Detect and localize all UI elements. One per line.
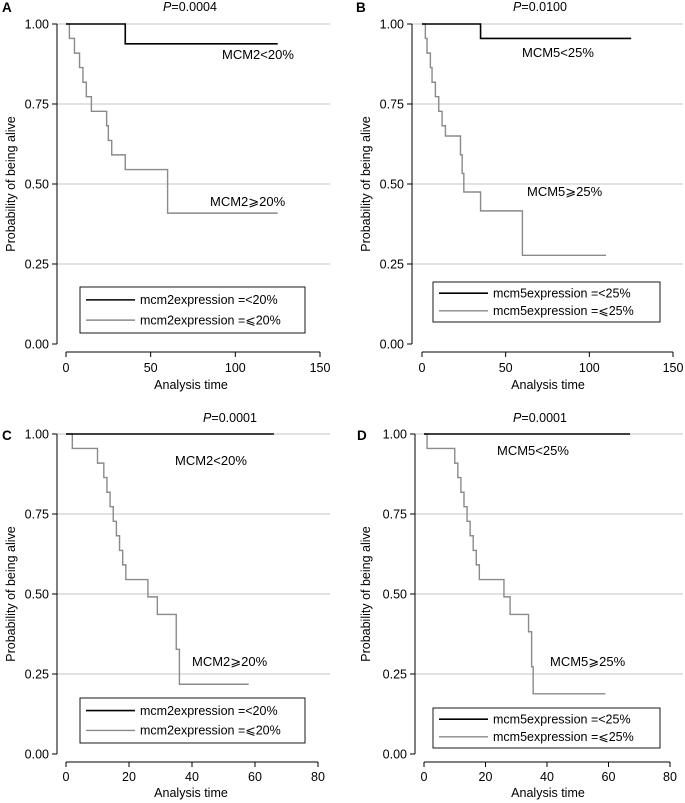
y-tick-label: 0.50 — [380, 178, 404, 192]
p-symbol: P — [513, 0, 522, 14]
curve-label-low: MCM2<20% — [222, 47, 294, 62]
panel-b: 0.00 0.25 0.50 0.75 1.00 0 50 100 150 Analysis ti… — [356, 0, 683, 392]
legend: mcm5expression =<25% mcm5expression =⩽25% — [432, 707, 661, 749]
x-tick-label: 80 — [311, 770, 325, 784]
legend-box — [432, 707, 661, 749]
y-axis-title: Probability of being alive — [4, 526, 18, 662]
survival-curve-high — [66, 23, 278, 214]
legend-label-high: mcm2expression =⩽20% — [140, 313, 281, 327]
curve-label-high: MCM2⩾20% — [192, 654, 268, 669]
legend-label-low: mcm5expression =<25% — [493, 713, 631, 727]
x-tick-label: 20 — [122, 770, 136, 784]
x-tick-label: 40 — [540, 770, 554, 784]
y-tick-label: 0.25 — [380, 258, 404, 272]
x-axis-title: Analysis time — [154, 786, 228, 800]
survival-curve-high — [422, 23, 607, 257]
x-tick-label: 50 — [144, 361, 158, 375]
panel-letter: A — [2, 0, 12, 15]
x-tick-label: 0 — [63, 770, 70, 784]
legend-box — [79, 697, 306, 744]
panel-letter: B — [356, 0, 366, 15]
curve-label-low: MCM5<25% — [522, 45, 594, 60]
p-value-title: P=0.0001 — [513, 411, 567, 425]
x-tick-label: 80 — [663, 770, 677, 784]
p-value: =0.0001 — [211, 411, 257, 425]
p-symbol: P — [513, 411, 522, 425]
p-symbol: P — [163, 0, 172, 14]
x-axis-title: Analysis time — [154, 378, 228, 392]
y-axis-title: Probability of being alive — [359, 116, 373, 252]
y-tick-label: 0.25 — [25, 668, 49, 682]
y-tick-label: 0.25 — [383, 668, 407, 682]
x-axis-title: Analysis time — [511, 786, 585, 800]
panel-d: 0.00 0.25 0.50 0.75 1.00 0 20 40 60 80 Analysis ti… — [357, 411, 683, 800]
y-tick-label: 0.00 — [383, 748, 407, 762]
x-tick-label: 40 — [185, 770, 199, 784]
panel-letter: D — [357, 428, 367, 443]
y-axis-title: Probability of being alive — [4, 116, 18, 252]
y-tick-label: 0.75 — [25, 98, 49, 112]
x-tick-label: 20 — [479, 770, 493, 784]
y-tick-label: 0.00 — [380, 338, 404, 352]
x-tick-label: 150 — [663, 361, 684, 375]
panel-c: 0.00 0.25 0.50 0.75 1.00 0 20 40 60 80 Analysis ti… — [2, 411, 330, 800]
p-symbol: P — [203, 411, 212, 425]
survival-curve-high — [424, 433, 606, 695]
x-tick-label: 60 — [602, 770, 616, 784]
x-tick-label: 0 — [421, 770, 428, 784]
x-axis-title: Analysis time — [511, 378, 585, 392]
y-tick-label: 1.00 — [25, 18, 49, 32]
p-value: =0.0001 — [521, 411, 567, 425]
x-tick-label: 100 — [579, 361, 600, 375]
curve-label-low: MCM2<20% — [175, 453, 247, 468]
curve-label-high: MCM5⩾25% — [527, 184, 603, 199]
y-tick-label: 0.25 — [25, 258, 49, 272]
p-value-title: P=0.0001 — [203, 411, 257, 425]
legend-label-high: mcm2expression =⩽20% — [140, 724, 281, 738]
legend: mcm2expression =<20% mcm2expression =⩽20% — [79, 697, 306, 744]
p-value: =0.0004 — [171, 0, 217, 14]
legend-label-low: mcm2expression =<20% — [140, 704, 278, 718]
curve-label-high: MCM2⩾20% — [210, 194, 286, 209]
y-tick-label: 0.00 — [25, 748, 49, 762]
curve-label-low: MCM5<25% — [497, 443, 569, 458]
y-tick-label: 0.00 — [25, 338, 49, 352]
legend-label-high: mcm5expression =⩽25% — [493, 730, 634, 744]
y-tick-label: 0.50 — [25, 588, 49, 602]
p-value-title: P=0.0004 — [163, 0, 217, 14]
survival-curve-low — [66, 23, 278, 45]
y-axis-title: Probability of being alive — [359, 526, 373, 662]
x-tick-label: 0 — [419, 361, 426, 375]
survival-curve-high — [66, 433, 249, 685]
x-tick-label: 60 — [248, 770, 262, 784]
legend-label-low: mcm2expression =<20% — [140, 293, 278, 307]
x-tick-label: 150 — [310, 361, 331, 375]
survival-curve-low — [422, 23, 632, 40]
y-tick-label: 1.00 — [25, 428, 49, 442]
y-tick-label: 0.75 — [25, 508, 49, 522]
curve-label-high: MCM5⩾25% — [550, 654, 626, 669]
p-value: =0.0100 — [521, 0, 567, 14]
legend-label-low: mcm5expression =<25% — [493, 287, 631, 301]
legend-label-high: mcm5expression =⩽25% — [493, 304, 634, 318]
x-tick-label: 100 — [225, 361, 246, 375]
legend-box — [79, 286, 306, 334]
x-tick-label: 50 — [499, 361, 513, 375]
legend: mcm5expression =<25% mcm5expression =⩽25% — [432, 281, 661, 323]
y-tick-label: 0.50 — [383, 588, 407, 602]
y-tick-label: 1.00 — [383, 428, 407, 442]
panel-letter: C — [2, 428, 12, 443]
legend: mcm2expression =<20% mcm2expression =⩽20% — [79, 286, 306, 334]
p-value-title: P=0.0100 — [513, 0, 567, 14]
legend-box — [432, 281, 661, 323]
y-tick-label: 0.50 — [25, 178, 49, 192]
y-tick-label: 0.75 — [380, 98, 404, 112]
panel-a: 0.00 0.25 0.50 0.75 1.00 0 50 100 150 Analysis ti… — [2, 0, 330, 392]
y-tick-label: 0.75 — [383, 508, 407, 522]
y-tick-label: 1.00 — [380, 18, 404, 32]
x-tick-label: 0 — [63, 361, 70, 375]
